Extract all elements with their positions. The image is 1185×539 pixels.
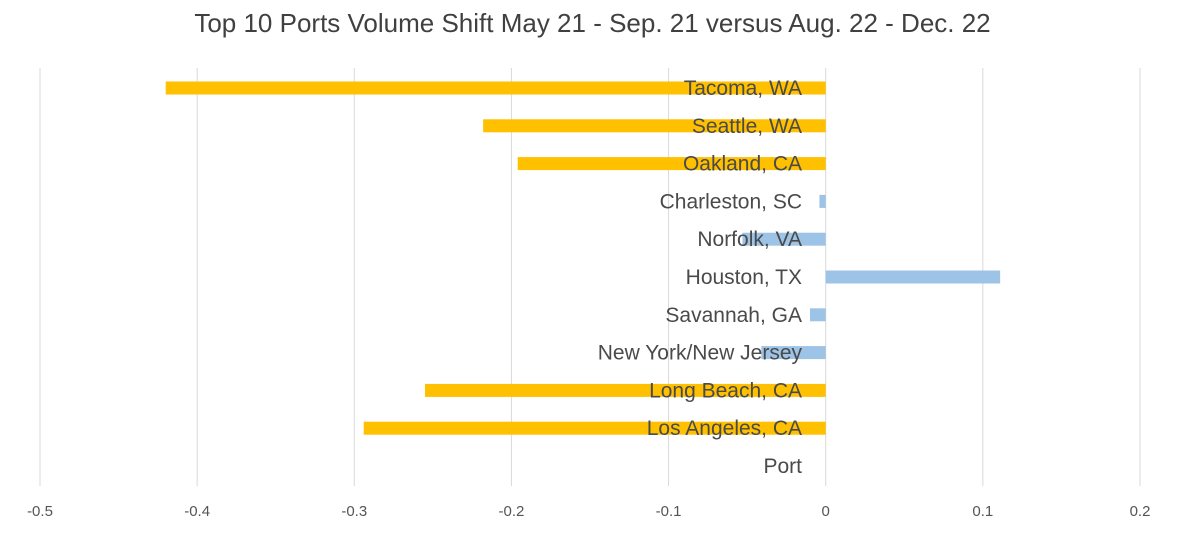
bar-0 [165, 81, 826, 95]
category-label: Houston, TX [686, 266, 802, 289]
category-label: Long Beach, CA [649, 379, 802, 402]
category-labels: Tacoma, WA Seattle, WA Oakland, CA Charlest… [598, 77, 803, 478]
x-tick-label: -0.4 [184, 503, 210, 520]
bar-6 [810, 308, 826, 322]
x-tick-label: -0.1 [656, 503, 682, 520]
x-tick-label: -0.3 [341, 503, 367, 520]
bar-1 [483, 119, 826, 133]
axis-title: Port [763, 455, 802, 478]
bar-4 [742, 232, 826, 246]
x-tick-label: 0 [822, 503, 830, 520]
x-tick-label: 0.1 [972, 503, 993, 520]
category-label: Savannah, GA [665, 304, 802, 327]
chart-title: Top 10 Ports Volume Shift May 21 - Sep. … [194, 8, 991, 38]
x-tick-label: -0.2 [498, 503, 524, 520]
bar-7 [761, 346, 826, 360]
category-label: Tacoma, WA [684, 77, 802, 100]
category-label: Seattle, WA [692, 115, 802, 138]
x-tick-label: -0.5 [27, 503, 53, 520]
bar-2 [517, 157, 826, 171]
category-label: New York/New Jersey [598, 342, 803, 365]
category-label: Los Angeles, CA [647, 417, 802, 440]
bar-5 [825, 270, 1001, 284]
bar-9 [363, 421, 826, 435]
category-label: Oakland, CA [683, 153, 802, 176]
category-label: Norfolk, VA [697, 228, 802, 251]
x-tick-label: 0.2 [1130, 503, 1151, 520]
x-tick-labels: -0.5 -0.4 -0.3 -0.2 -0.1 0 0.1 0.2 [27, 503, 1150, 520]
bar-8 [425, 383, 826, 397]
bar-3 [819, 194, 826, 208]
bars [165, 81, 1001, 435]
category-label: Charleston, SC [660, 190, 802, 213]
